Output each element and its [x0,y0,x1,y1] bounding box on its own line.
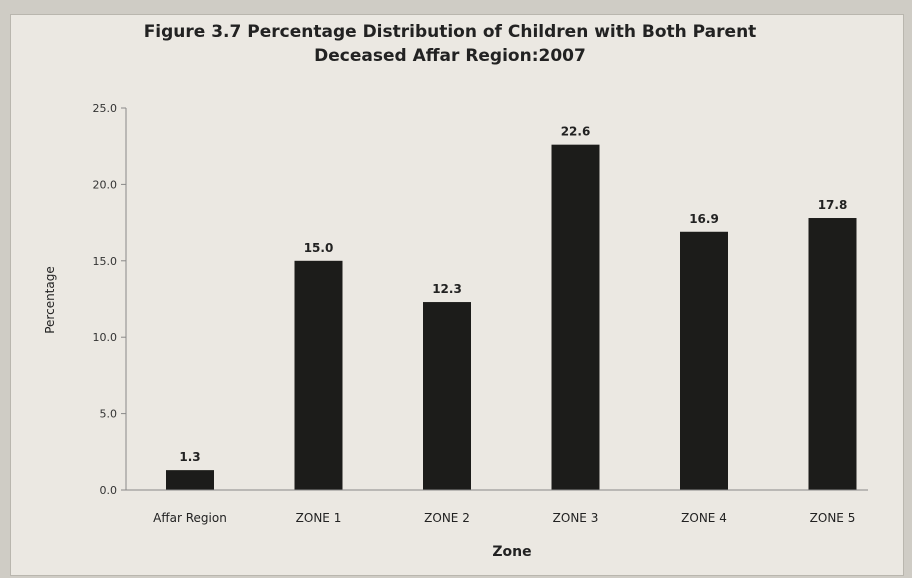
bar [808,218,857,491]
category-label: ZONE 4 [681,511,727,525]
category-label: ZONE 2 [424,511,470,525]
category-label: Affar Region [153,511,227,525]
data-label: 16.9 [689,212,719,226]
data-labels: 1.3 15.0 12.3 22.6 16.9 17.8 [179,125,847,464]
y-tick-label: 5.0 [100,408,118,421]
category-label: ZONE 5 [810,511,856,525]
y-axis-ticks: 0.0 5.0 10.0 15.0 20.0 25.0 [93,102,126,497]
bar [551,144,600,490]
y-tick-label: 0.0 [100,484,118,497]
y-tick-label: 15.0 [93,255,118,268]
y-tick-label: 10.0 [93,331,118,344]
category-label: ZONE 3 [553,511,599,525]
chart-title-line-1: Figure 3.7 Percentage Distribution of Ch… [143,22,757,42]
bar [423,302,471,490]
chart-title: Figure 3.7 Percentage Distribution of Ch… [60,20,840,68]
y-tick-label: 20.0 [93,178,118,191]
data-label: 12.3 [432,282,462,296]
bar [680,231,728,490]
category-labels: Affar Region ZONE 1 ZONE 2 ZONE 3 ZONE 4 ZONE… [153,511,855,525]
bar [294,260,343,490]
x-axis-title: Zone [492,544,531,560]
bar [166,470,214,490]
category-label: ZONE 1 [296,511,342,525]
data-label: 22.6 [561,125,591,139]
y-tick-label: 25.0 [93,102,118,115]
data-label: 15.0 [304,241,334,255]
bars [166,144,857,491]
chart-title-line-2: Deceased Affar Region:2007 [314,46,586,66]
data-label: 1.3 [179,450,200,464]
data-label: 17.8 [818,198,848,212]
y-axis-title: Percentage [43,266,57,334]
